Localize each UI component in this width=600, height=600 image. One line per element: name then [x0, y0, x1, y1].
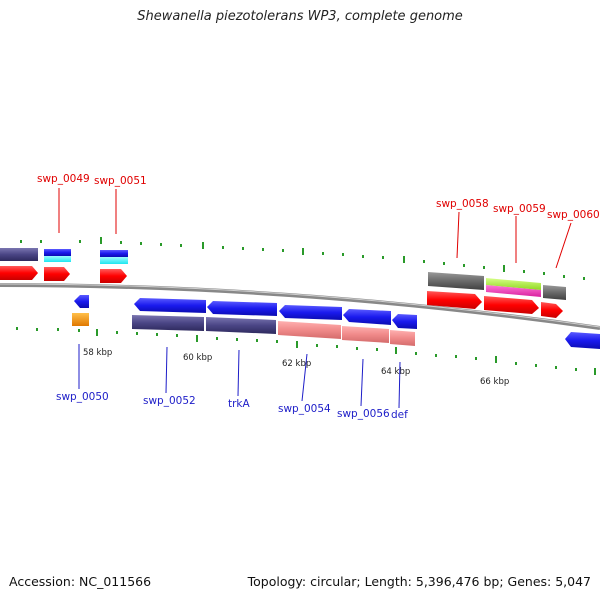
genome-summary-text: Topology: circular; Length: 5,396,476 bp…	[247, 574, 591, 589]
gene-feature-swp-0060[interactable]	[541, 285, 566, 318]
gene-label-swp-0054[interactable]: swp_0054	[278, 353, 331, 415]
svg-text:swp_0060: swp_0060	[547, 209, 600, 221]
gene-feature-swp-0049[interactable]	[44, 249, 71, 281]
genome-backbone	[0, 283, 600, 330]
svg-text:swp_0051: swp_0051	[94, 175, 147, 187]
svg-text:trkA: trkA	[228, 398, 251, 410]
svg-text:swp_0056: swp_0056	[337, 408, 390, 420]
gene-label-swp-0052[interactable]: swp_0052	[143, 346, 196, 407]
gene-label-swp-0049[interactable]: swp_0049	[37, 173, 90, 233]
svg-text:swp_0058: swp_0058	[436, 198, 489, 210]
svg-text:swp_0049: swp_0049	[37, 173, 90, 185]
svg-text:swp_0059: swp_0059	[493, 203, 546, 215]
gene-label-swp-0056[interactable]: swp_0056	[337, 358, 390, 420]
scale-label: 64 kbp	[381, 367, 410, 377]
scale-label: 66 kbp	[480, 377, 509, 387]
gene-feature-def[interactable]	[390, 314, 417, 346]
svg-text:def: def	[391, 409, 408, 421]
gene-feature-swp-0059[interactable]	[484, 278, 541, 314]
gene-feature-swp-0050[interactable]	[72, 295, 89, 326]
accession-text: Accession: NC_011566	[9, 574, 152, 589]
outer-tick-row	[20, 237, 585, 280]
gene-feature-right-edge[interactable]	[565, 332, 600, 349]
gene-feature-left-edge[interactable]	[0, 248, 38, 280]
scale-label: 62 kbp	[282, 359, 311, 369]
gene-feature-swp-0052[interactable]	[132, 298, 206, 331]
svg-text:swp_0050: swp_0050	[56, 391, 109, 403]
gene-feature-swp-0058[interactable]	[427, 272, 484, 309]
gene-label-swp-0058[interactable]: swp_0058	[436, 198, 489, 259]
scale-label: 60 kbp	[183, 353, 212, 363]
gene-label-trka[interactable]: trkA	[228, 349, 251, 410]
gene-feature-trka[interactable]	[206, 301, 277, 334]
gene-label-swp-0051[interactable]: swp_0051	[94, 175, 147, 234]
gene-label-swp-0050[interactable]: swp_0050	[56, 344, 109, 403]
page-title: Shewanella piezotolerans WP3, complete g…	[137, 9, 463, 24]
gene-label-swp-0060[interactable]: swp_0060	[547, 209, 600, 269]
svg-text:swp_0054: swp_0054	[278, 403, 331, 415]
gene-feature-swp-0054[interactable]	[278, 305, 342, 339]
gene-feature-swp-0051[interactable]	[100, 250, 128, 283]
gene-label-def[interactable]: def	[391, 361, 408, 421]
gene-label-swp-0059[interactable]: swp_0059	[493, 203, 546, 263]
svg-text:swp_0052: swp_0052	[143, 395, 196, 407]
gene-feature-swp-0056[interactable]	[342, 309, 391, 343]
scale-label: 58 kbp	[83, 348, 112, 358]
inner-tick-row	[16, 327, 596, 375]
